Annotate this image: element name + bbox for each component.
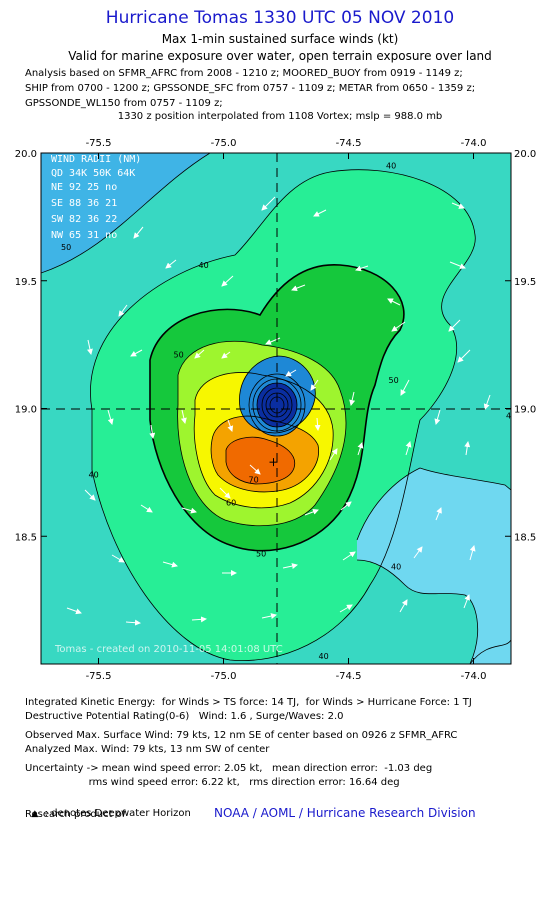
lat-tick-label-left: 18.5: [15, 532, 37, 543]
wind-contours: [41, 153, 511, 664]
lon-tick-label-top: -74.0: [461, 138, 487, 149]
created-stamp: Tomas - created on 2010-11-05 14:01:08 U…: [54, 644, 283, 655]
axis-ticks: -75.5 -75.5 -75.0 -75.0 -74.5 -74.5 -74.0 -74.0…: [15, 138, 537, 682]
lon-tick-label-bottom: -74.0: [461, 671, 487, 682]
lat-tick-label-left: 20.0: [15, 149, 37, 160]
ike-line: Integrated Kinetic Energy: for Winds > T…: [25, 697, 472, 708]
uncertainty-line-1: Uncertainty -> mean wind speed error: 2.…: [25, 763, 433, 774]
contour-label: 40: [506, 412, 516, 421]
analysis-line-1: Analysis based on SFMR_AFRC from 2008 - …: [25, 68, 463, 79]
lat-tick-label-left: 19.5: [15, 277, 37, 288]
contour-label: 40: [89, 470, 99, 479]
wind-radii-row: NW 65 31 no: [51, 230, 117, 241]
lat-tick-label-right: 18.5: [514, 532, 536, 543]
contour-label: 40: [319, 652, 329, 661]
wind-band-78: [226, 437, 295, 484]
wind-radii-row: SE 88 36 21: [51, 198, 117, 209]
lon-tick-label-top: -75.0: [211, 138, 237, 149]
chart-subtitle: Max 1-min sustained surface winds (kt): [161, 32, 399, 46]
wind-radii-title: WIND RADII (NM): [51, 154, 141, 165]
lon-tick-label-top: -75.5: [86, 138, 112, 149]
research-label: Research product of: [25, 809, 126, 820]
uncertainty-line-2: rms wind speed error: 6.22 kt, rms direc…: [25, 777, 400, 788]
contour-label: 50: [389, 376, 399, 385]
lon-tick-label-bottom: -75.0: [211, 671, 237, 682]
deepwater-horizon-icon: ▲: [31, 809, 39, 819]
contour-label: 70: [249, 476, 259, 485]
chart-title: Hurricane Tomas 1330 UTC 05 NOV 2010: [105, 8, 455, 28]
contour-label: 50: [174, 350, 184, 359]
analyzed-max-line: Analyzed Max. Wind: 79 kts, 13 nm SW of …: [25, 744, 270, 755]
deepwater-horizon-note: ▲ : denotes Deepwater Horizon: [31, 808, 191, 819]
lon-tick-label-bottom: -75.5: [86, 671, 112, 682]
contour-label: 40: [391, 562, 401, 571]
eye: [266, 393, 288, 417]
wind-radii-table: WIND RADII (NM) QD 34K 50K 64K NE 92 25 …: [51, 154, 141, 241]
contour-label: 40: [199, 261, 209, 270]
noaa-link[interactable]: NOAA / AOML / Hurricane Research Divisio…: [214, 806, 476, 820]
lat-tick-label-right: 20.0: [514, 149, 536, 160]
contour-label: 50: [61, 243, 71, 252]
contour-label: 50: [256, 550, 266, 559]
wind-field-map: 40 50 40 50 50 40 40 70 60 50 40 40: [15, 138, 537, 682]
lat-tick-label-left: 19.0: [15, 405, 37, 416]
contour-label: 40: [386, 161, 396, 170]
observed-max-line: Observed Max. Surface Wind: 79 kts, 12 n…: [25, 730, 458, 741]
position-note: 1330 z position interpolated from 1108 V…: [117, 111, 443, 122]
valid-note: Valid for marine exposure over water, op…: [68, 49, 492, 63]
lon-tick-label-bottom: -74.5: [336, 671, 362, 682]
contour-labels: 40 50 40 50 50 40 40 70 60 50 40 40: [61, 161, 516, 661]
land-area-haiti: [357, 468, 511, 664]
dpr-line: Destructive Potential Rating(0-6) Wind: …: [25, 711, 344, 722]
wind-vectors: [66, 196, 491, 626]
analysis-line-3: GPSSONDE_WL150 from 0757 - 1109 z;: [25, 98, 223, 109]
lon-tick-label-top: -74.5: [336, 138, 362, 149]
analysis-line-2: SHIP from 0700 - 1200 z; GPSSONDE_SFC fr…: [25, 83, 476, 94]
lat-tick-label-right: 19.5: [514, 277, 536, 288]
wind-radii-row: SW 82 36 22: [51, 214, 117, 225]
wind-radii-row: NE 92 25 no: [51, 182, 117, 193]
max-wind-marker: [269, 458, 278, 467]
plot-area: 40 50 40 50 50 40 40 70 60 50 40 40: [41, 153, 516, 664]
wind-radii-header: QD 34K 50K 64K: [51, 168, 135, 179]
lat-tick-label-right: 19.0: [514, 405, 536, 416]
contour-label: 60: [226, 499, 236, 508]
